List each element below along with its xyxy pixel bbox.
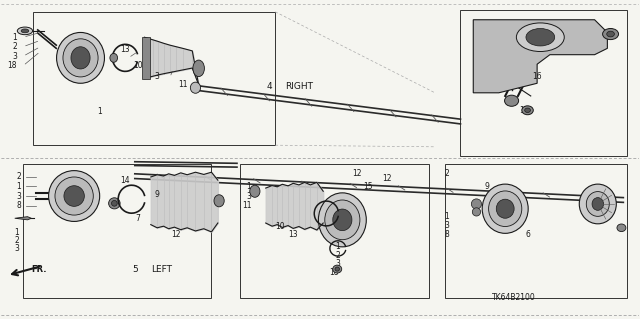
Ellipse shape <box>333 209 352 231</box>
Ellipse shape <box>525 108 531 113</box>
Text: 1: 1 <box>444 212 449 221</box>
Ellipse shape <box>522 106 533 115</box>
Bar <box>33 12 275 145</box>
Text: 1: 1 <box>16 182 21 191</box>
Text: 12: 12 <box>352 169 362 178</box>
Text: 2: 2 <box>12 42 17 51</box>
Circle shape <box>17 27 33 35</box>
Text: 1: 1 <box>14 228 19 237</box>
Text: 3: 3 <box>246 191 251 201</box>
Text: 17: 17 <box>520 106 529 115</box>
Text: 3: 3 <box>12 52 17 61</box>
Text: 3: 3 <box>335 259 340 268</box>
Ellipse shape <box>579 184 616 224</box>
Text: 1: 1 <box>246 182 251 191</box>
Ellipse shape <box>214 195 224 207</box>
Bar <box>240 164 429 298</box>
Polygon shape <box>473 20 607 93</box>
Text: FR.: FR. <box>31 264 47 274</box>
Text: 3: 3 <box>14 244 19 253</box>
Text: 3: 3 <box>155 72 159 81</box>
Bar <box>445 164 627 298</box>
Ellipse shape <box>333 265 342 273</box>
Ellipse shape <box>49 171 100 221</box>
Ellipse shape <box>504 95 518 106</box>
Ellipse shape <box>472 208 481 216</box>
Circle shape <box>21 29 29 33</box>
Ellipse shape <box>64 186 84 206</box>
Text: 7: 7 <box>136 214 140 223</box>
Text: 17: 17 <box>605 30 616 39</box>
Text: 5: 5 <box>132 264 138 274</box>
Text: 2: 2 <box>335 251 340 260</box>
Ellipse shape <box>250 185 260 197</box>
Ellipse shape <box>193 60 204 77</box>
Bar <box>143 37 150 78</box>
Ellipse shape <box>496 199 514 218</box>
Text: LEFT: LEFT <box>151 264 172 274</box>
Ellipse shape <box>592 197 604 210</box>
Text: 9: 9 <box>155 190 159 199</box>
Ellipse shape <box>110 53 118 62</box>
Ellipse shape <box>324 200 360 240</box>
Ellipse shape <box>482 184 528 233</box>
Text: 18: 18 <box>330 268 339 277</box>
Ellipse shape <box>488 191 522 226</box>
Text: 11: 11 <box>178 80 188 89</box>
Text: 14: 14 <box>120 176 130 185</box>
Text: 3: 3 <box>444 221 449 230</box>
Text: 6: 6 <box>525 230 530 239</box>
Text: 11: 11 <box>242 201 252 210</box>
Text: 12: 12 <box>382 174 392 183</box>
Text: 18: 18 <box>8 61 17 70</box>
Text: 10: 10 <box>276 222 285 231</box>
Text: 8: 8 <box>444 230 449 239</box>
Ellipse shape <box>319 193 366 247</box>
Ellipse shape <box>111 200 117 206</box>
Text: 1: 1 <box>12 33 17 42</box>
Text: TK64B2100: TK64B2100 <box>492 293 536 302</box>
Text: 3: 3 <box>16 191 21 201</box>
Bar <box>23 164 211 298</box>
Text: 2: 2 <box>444 169 449 178</box>
Text: 15: 15 <box>363 182 372 191</box>
Ellipse shape <box>516 23 564 51</box>
Text: RIGHT: RIGHT <box>285 82 313 91</box>
Text: 14: 14 <box>497 196 507 205</box>
Ellipse shape <box>607 31 614 37</box>
Ellipse shape <box>63 39 98 77</box>
Text: 12: 12 <box>172 230 181 239</box>
Bar <box>461 10 627 156</box>
Polygon shape <box>15 217 31 220</box>
Ellipse shape <box>190 82 200 93</box>
Text: 2: 2 <box>14 236 19 245</box>
Text: 13: 13 <box>289 230 298 239</box>
Ellipse shape <box>471 199 481 209</box>
Text: 10: 10 <box>133 61 143 70</box>
Ellipse shape <box>335 267 339 271</box>
Text: 2: 2 <box>16 173 21 182</box>
Ellipse shape <box>71 47 90 69</box>
Ellipse shape <box>617 224 626 232</box>
Text: 4: 4 <box>266 82 272 91</box>
Text: 8: 8 <box>16 201 21 210</box>
Ellipse shape <box>526 28 555 46</box>
Ellipse shape <box>109 198 120 209</box>
Text: 16: 16 <box>532 72 542 81</box>
Text: 9: 9 <box>485 182 490 191</box>
Ellipse shape <box>586 192 609 216</box>
Text: 1: 1 <box>97 108 102 116</box>
Ellipse shape <box>55 177 93 215</box>
Ellipse shape <box>603 28 618 40</box>
Text: 13: 13 <box>120 45 130 55</box>
Text: 1: 1 <box>335 242 340 251</box>
Ellipse shape <box>56 33 104 83</box>
